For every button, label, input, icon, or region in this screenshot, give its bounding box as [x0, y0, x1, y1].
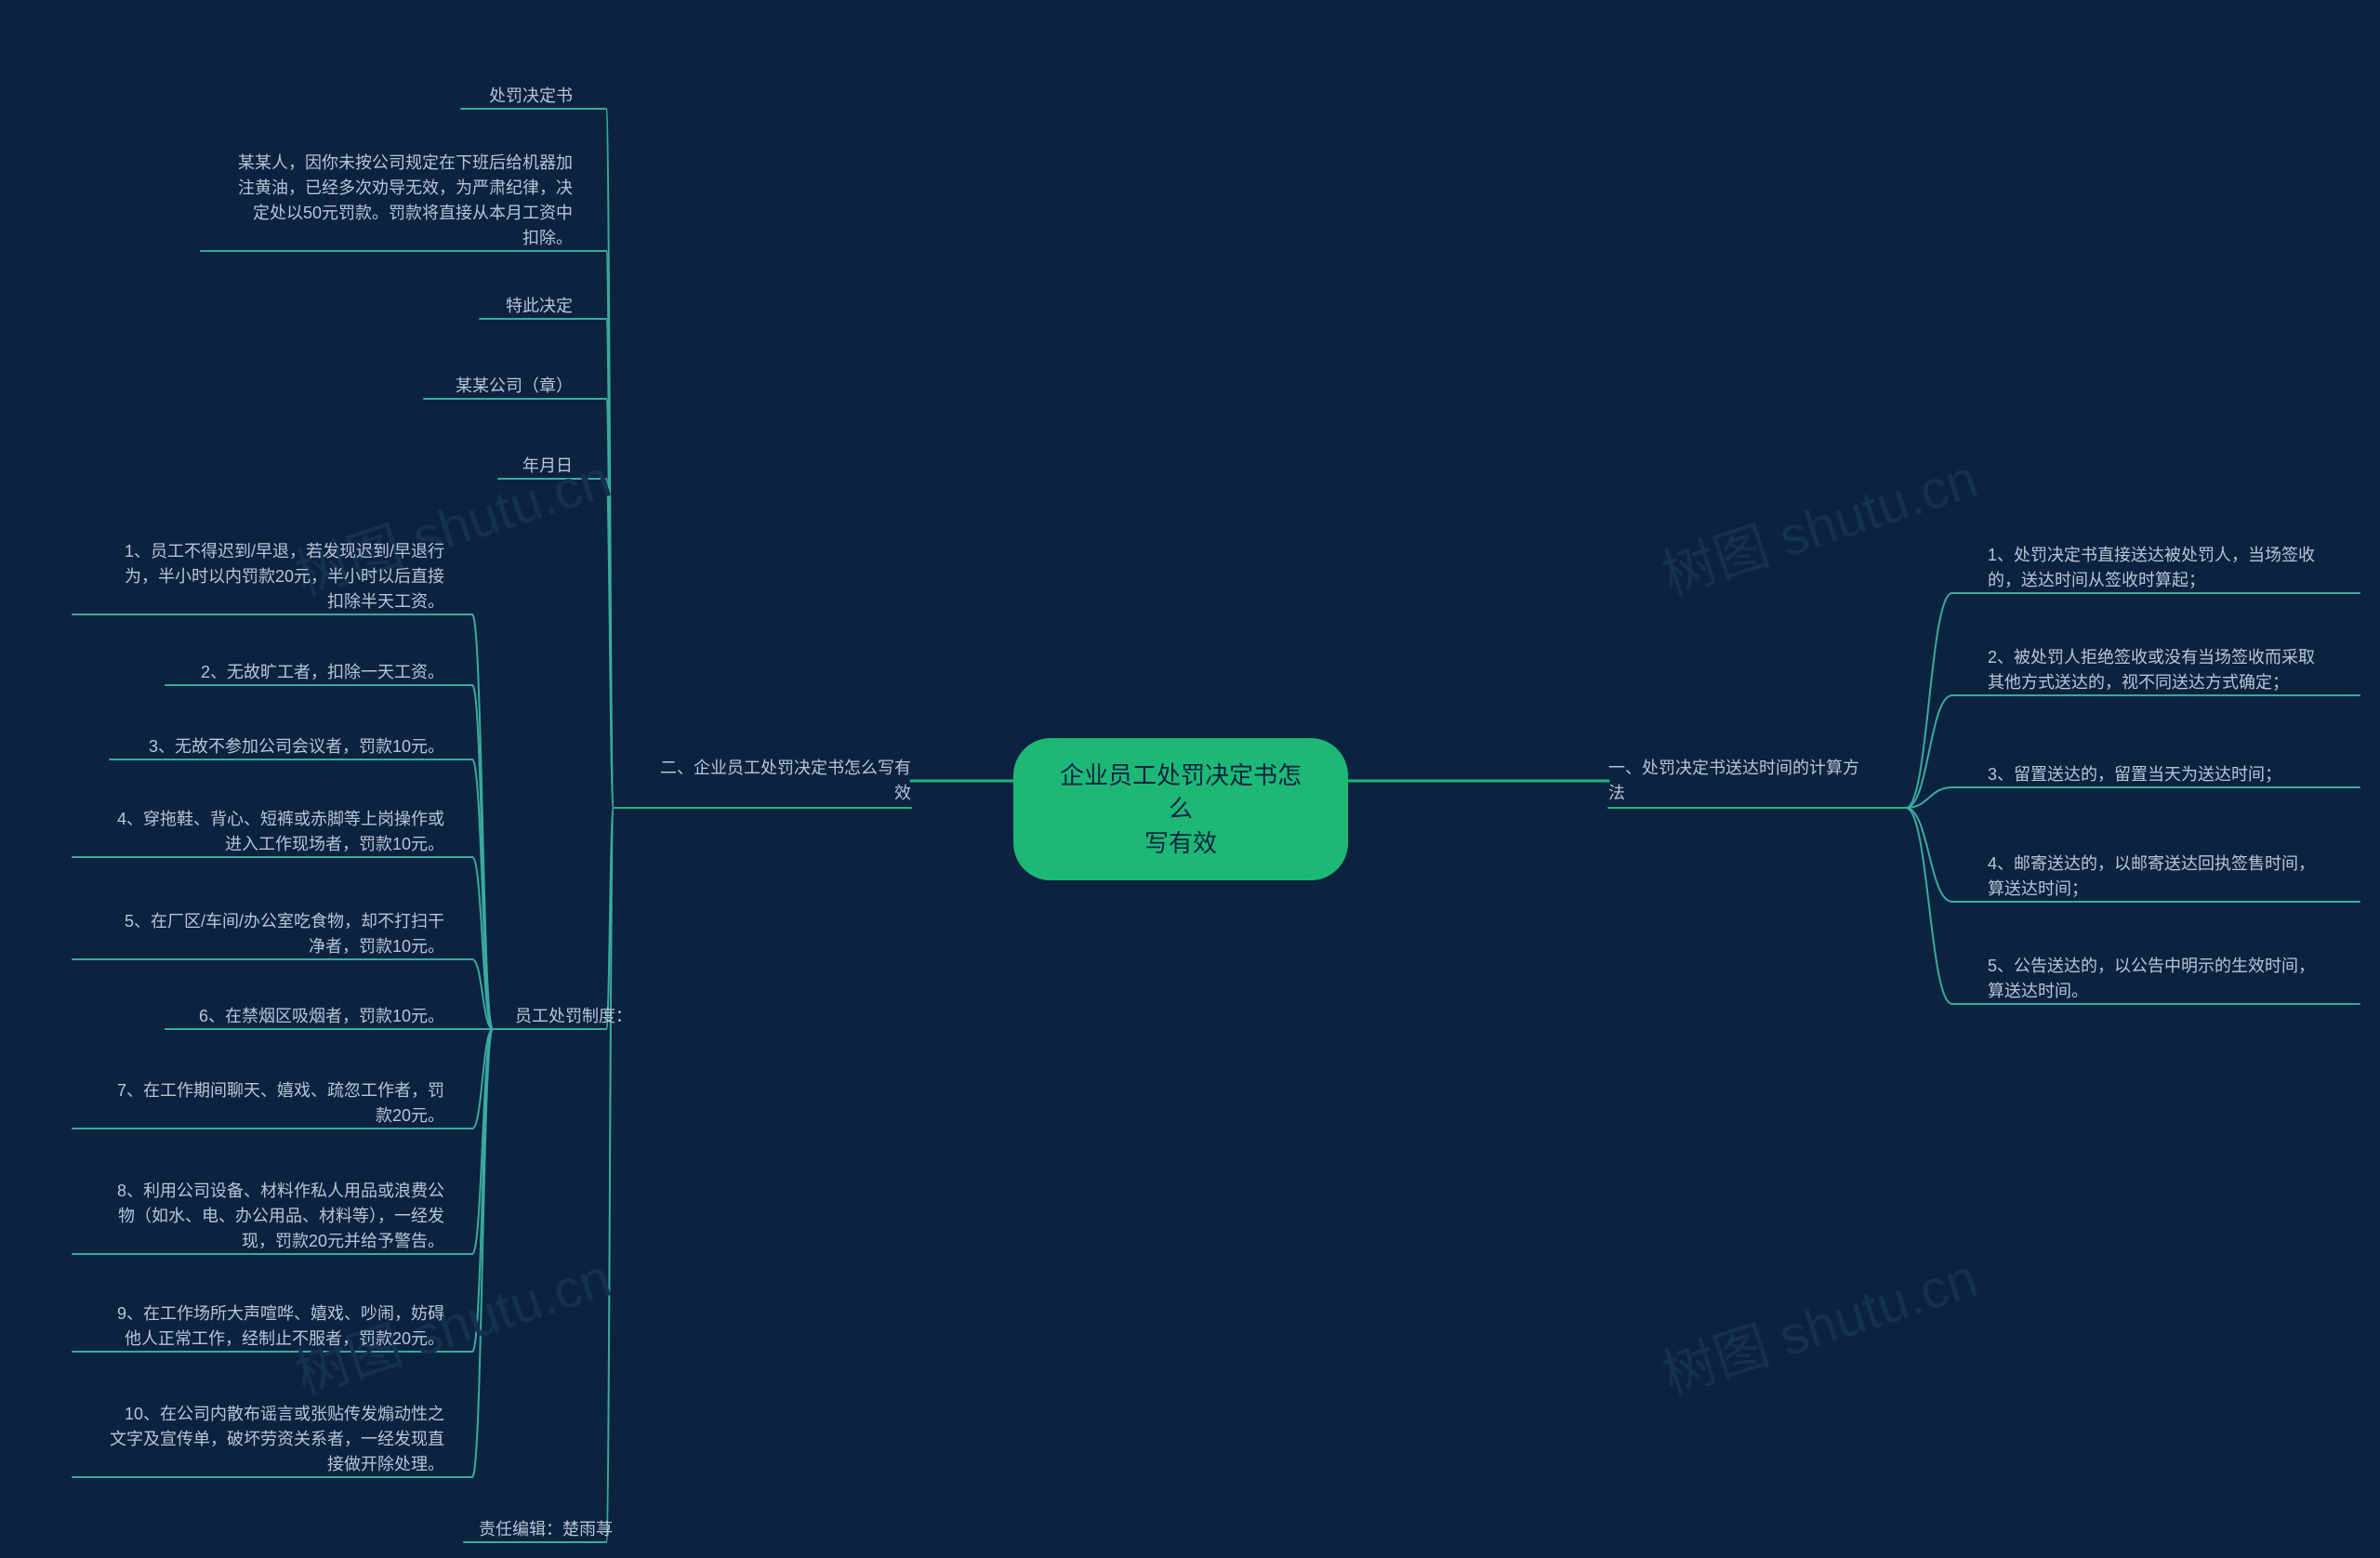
leaf-left2-5: 5、在厂区/车间/办公室吃食物，却不打扫干净者，罚款10元。 — [73, 909, 444, 959]
leaf-left1-4: 某某公司（章） — [424, 374, 573, 399]
leaf-left2-6: 6、在禁烟区吸烟者，罚款10元。 — [165, 1004, 444, 1029]
leaf-right-4: 4、邮寄送达的，以邮寄送达回执签售时间，算送达时间； — [1988, 852, 2360, 902]
leaf-left2-1: 1、员工不得迟到/早退，若发现迟到/早退行为，半小时以内罚款20元，半小时以后直… — [73, 539, 444, 614]
leaf-left1-2: 某某人，因你未按公司规定在下班后给机器加注黄油，已经多次劝导无效，为严肃纪律，决… — [201, 151, 573, 251]
leaf-right-3: 3、留置送达的，留置当天为送达时间； — [1988, 762, 2360, 787]
root-node: 企业员工处罚决定书怎么写有效 — [1013, 738, 1348, 880]
branch-right-1: 一、处罚决定书送达时间的计算方法 — [1608, 756, 1906, 806]
branch-left-1: 二、企业员工处罚决定书怎么写有效 — [614, 756, 911, 806]
leaf-left2-2: 2、无故旷工者，扣除一天工资。 — [165, 660, 444, 685]
leaf-credit: 责任编辑：楚雨荨 — [464, 1517, 613, 1542]
leaf-left2-10: 10、在公司内散布谣言或张贴传发煽动性之文字及宣传单，破坏劳资关系者，一经发现直… — [73, 1402, 444, 1477]
leaf-right-2: 2、被处罚人拒绝签收或没有当场签收而采取其他方式送达的，视不同送达方式确定； — [1988, 645, 2360, 695]
leaf-right-1: 1、处罚决定书直接送达被处罚人，当场签收的，送达时间从签收时算起； — [1988, 543, 2360, 593]
leaf-left1-5: 年月日 — [498, 454, 573, 479]
leaf-left1-1: 处罚决定书 — [461, 84, 573, 109]
leaf-left2-9: 9、在工作场所大声喧哗、嬉戏、吵闹，妨碍他人正常工作，经制止不服者，罚款20元。 — [73, 1301, 444, 1352]
leaf-left2-7: 7、在工作期间聊天、嬉戏、疏忽工作者，罚款20元。 — [73, 1078, 444, 1129]
leaf-left2-3: 3、无故不参加公司会议者，罚款10元。 — [110, 734, 444, 759]
leaf-left2-8: 8、利用公司设备、材料作私人用品或浪费公物（如水、电、办公用品、材料等），一经发… — [73, 1179, 444, 1254]
leaf-left1-3: 特此决定 — [480, 294, 573, 319]
leaf-right-5: 5、公告送达的，以公告中明示的生效时间，算送达时间。 — [1988, 954, 2360, 1004]
branch-left-sub: 员工处罚制度： — [493, 1004, 632, 1029]
leaf-left2-4: 4、穿拖鞋、背心、短裤或赤脚等上岗操作或进入工作现场者，罚款10元。 — [73, 807, 444, 857]
